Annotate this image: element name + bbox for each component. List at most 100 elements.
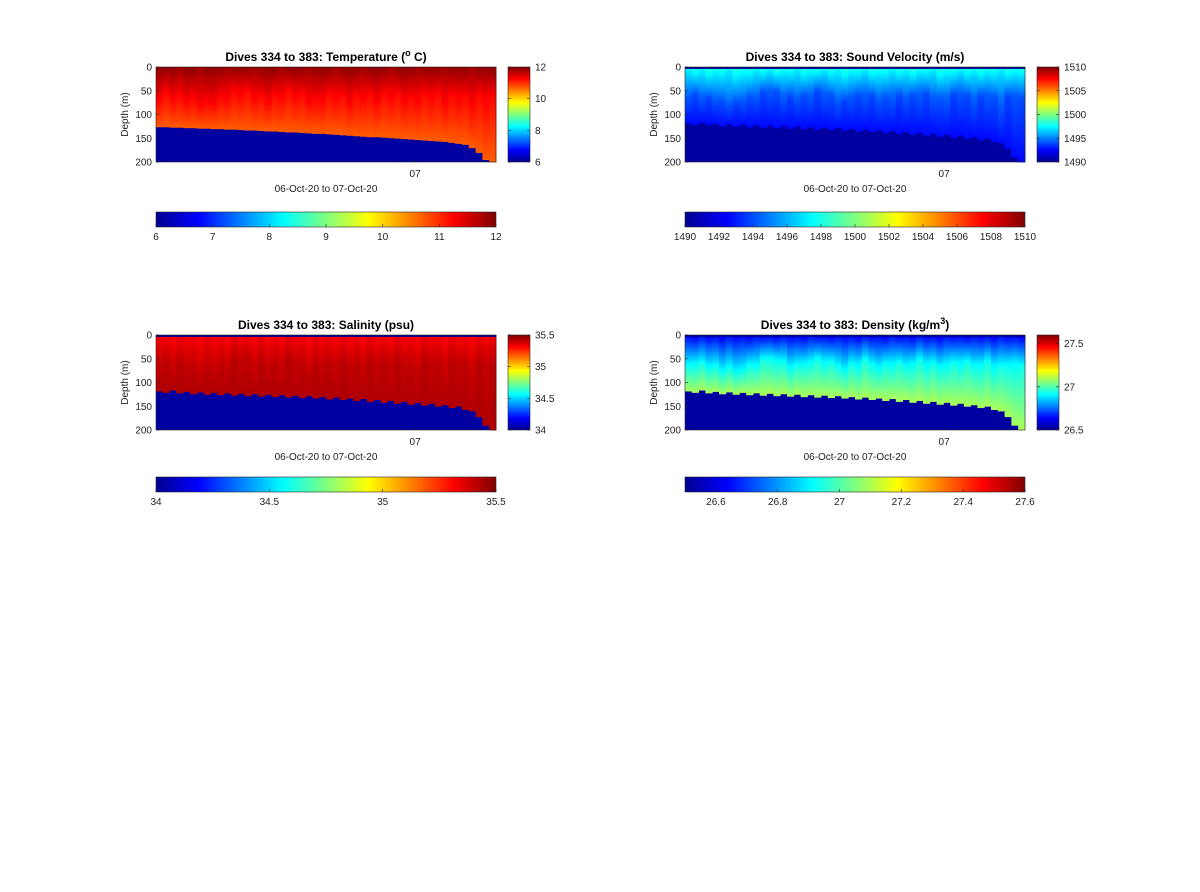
temp-cell xyxy=(305,131,313,134)
sv-cell xyxy=(1011,93,1019,96)
sv-cell xyxy=(746,84,754,87)
sal-cell xyxy=(319,384,327,387)
sal-cell xyxy=(366,367,374,370)
temp-cell xyxy=(326,125,334,129)
sv-cell xyxy=(1011,84,1019,87)
sal-cell xyxy=(394,346,402,349)
temp-cell xyxy=(217,84,225,87)
sv-cell xyxy=(773,122,781,125)
temp-cell xyxy=(292,106,300,110)
sv-cell xyxy=(705,106,713,110)
sv-cell xyxy=(984,137,992,139)
temp-cell xyxy=(224,116,232,119)
sv-cell xyxy=(970,78,978,81)
sv-cell xyxy=(895,82,903,85)
temp-cell xyxy=(414,93,422,96)
sal-cell xyxy=(394,392,402,395)
temp-cell xyxy=(224,120,232,123)
sv-cell xyxy=(712,91,720,94)
sv-cell xyxy=(739,67,747,70)
sal-cell xyxy=(244,392,252,395)
sal-cell xyxy=(162,357,170,361)
sal-cell xyxy=(339,336,347,340)
temp-cell xyxy=(285,76,293,79)
sv-cell xyxy=(1018,158,1026,161)
temp-cell xyxy=(230,124,238,127)
temp-cell xyxy=(230,101,238,104)
temp-cell xyxy=(319,86,327,89)
temp-cell xyxy=(421,76,429,79)
sv-cell xyxy=(957,133,965,136)
temp-cell xyxy=(332,87,340,91)
temp-cell xyxy=(380,76,388,79)
sv-cell xyxy=(929,116,937,119)
sv-cell xyxy=(1011,97,1019,100)
temp-cell xyxy=(162,82,170,85)
sv-cell xyxy=(997,103,1005,106)
temp-cell xyxy=(489,97,497,100)
sal-cell xyxy=(319,378,327,381)
sv-cell xyxy=(814,114,822,117)
sal-cell xyxy=(400,348,408,351)
sal-cell xyxy=(428,350,436,353)
temp-cell xyxy=(428,78,436,81)
temp-cell xyxy=(224,118,232,121)
temp-cell xyxy=(271,76,279,79)
temp-cell xyxy=(312,87,320,91)
sv-cell xyxy=(950,101,958,104)
sv-cell xyxy=(848,68,856,72)
sv-cell xyxy=(950,120,958,123)
sal-cell xyxy=(407,388,415,391)
temp-cell xyxy=(176,91,184,94)
sal-cell xyxy=(176,352,184,355)
sal-cell xyxy=(258,392,266,395)
sal-cell xyxy=(224,367,232,370)
temp-cell xyxy=(360,124,368,127)
temp-cell xyxy=(271,68,279,72)
temp-cell xyxy=(366,112,374,115)
temp-cell xyxy=(169,95,177,98)
sal-cell xyxy=(319,338,327,342)
temp-cell xyxy=(394,135,402,138)
sal-cell xyxy=(176,392,184,394)
temp-cell xyxy=(251,116,259,119)
temp-cell xyxy=(489,144,497,148)
temp-cell xyxy=(366,103,374,106)
sv-cell xyxy=(698,68,706,72)
sal-cell xyxy=(353,340,361,343)
sv-cell xyxy=(773,120,781,123)
temp-cell xyxy=(400,129,408,132)
sv-cell xyxy=(793,114,801,117)
sal-cell xyxy=(210,380,218,383)
sal-cell xyxy=(285,363,293,366)
sal-cell xyxy=(183,369,191,372)
sv-cell xyxy=(909,84,917,87)
sal-cell xyxy=(346,384,354,387)
sal-cell xyxy=(407,342,415,345)
temp-cell xyxy=(230,93,238,96)
sal-cell xyxy=(400,399,408,402)
temp-cell xyxy=(462,110,470,113)
temp-cell xyxy=(353,110,361,113)
sv-cell xyxy=(895,80,903,83)
temp-cell xyxy=(462,101,470,104)
temp-cell xyxy=(468,82,476,85)
sv-cell xyxy=(875,93,883,96)
sal-cell xyxy=(380,392,388,395)
sv-cell xyxy=(861,91,869,94)
temp-cell xyxy=(373,99,381,102)
sv-cell xyxy=(984,135,992,138)
sal-cell xyxy=(169,344,177,347)
sal-cell xyxy=(292,373,300,376)
temp-cell xyxy=(360,89,368,93)
sv-cell xyxy=(766,78,774,81)
sv-cell xyxy=(957,91,965,94)
temp-cell xyxy=(244,70,252,74)
sv-cell xyxy=(909,91,917,94)
sv-cell xyxy=(705,82,713,85)
temp-cell xyxy=(387,131,395,134)
temp-cell xyxy=(183,112,191,115)
sv-cell xyxy=(719,87,727,91)
temp-cell xyxy=(332,103,340,106)
sv-cell xyxy=(834,105,842,108)
